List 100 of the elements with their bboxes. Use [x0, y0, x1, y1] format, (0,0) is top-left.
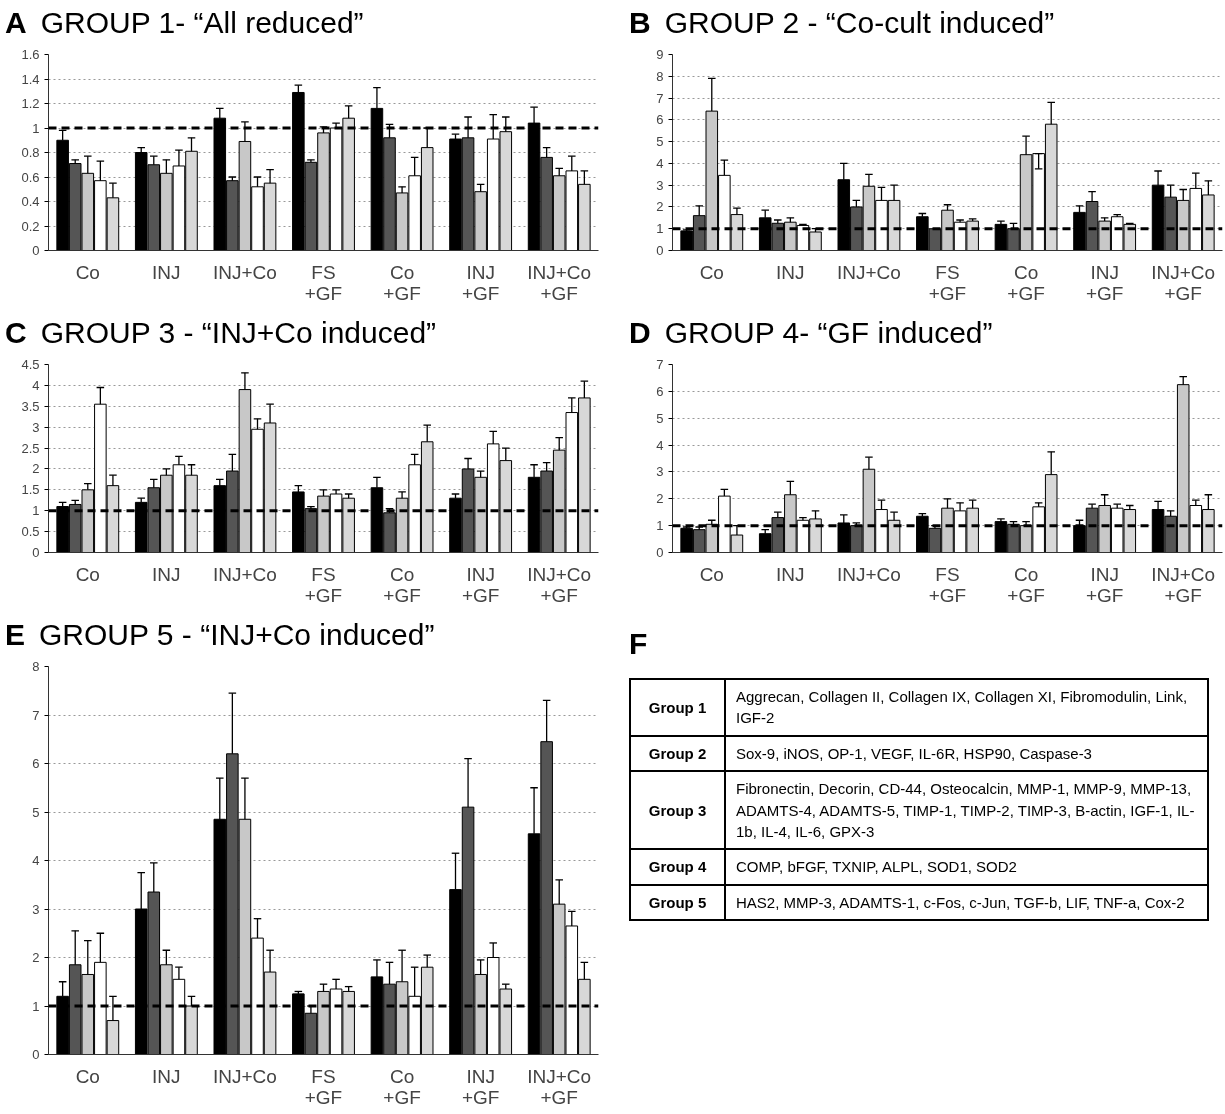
y-tick-label: 1.6 [21, 47, 40, 62]
text: HAS2, MMP-3, ADAMTS-1, c-Fos, c-Jun, TGF-b, LIF, TNF-a, Cox-2 [725, 884, 1208, 921]
y-tick-label: 7 [656, 90, 664, 106]
y-tick-label: 1 [32, 998, 40, 1014]
x-tick-label: FS +GF [304, 1065, 343, 1108]
y-tick-label: 3 [656, 464, 664, 480]
x-tick-label: INJ+Co [836, 261, 901, 283]
x-tick-label: Co +GF [383, 1065, 421, 1108]
y-tick-label: 3 [656, 177, 664, 193]
x-tick-label: INJ [152, 563, 181, 585]
category-label: Group 5 [630, 884, 725, 921]
x-tick-label: Co +GF [1007, 563, 1045, 606]
x-tick-label: Co +GF [383, 261, 421, 304]
y-tick-label: 2 [656, 199, 664, 215]
text: F [629, 626, 649, 662]
y-tick-label: 2 [656, 491, 664, 507]
y-tick-label: 4 [656, 437, 664, 453]
text: Aggrecan, Collagen II, Collagen IX, Collagen XI, Fibromodulin, Link, IGF-2 [725, 678, 1208, 736]
x-tick-label: INJ+Co [212, 563, 277, 585]
category-label: Group 1 [630, 678, 725, 736]
x-tick-label: INJ +GF [1085, 563, 1124, 606]
x-tick-label: INJ+Co +GF [1151, 563, 1216, 606]
y-tick-label: 3 [32, 419, 40, 435]
y-tick-label: 8 [656, 68, 664, 84]
x-tick-label: INJ+Co +GF [527, 261, 592, 304]
x-tick-label: Co +GF [1007, 261, 1045, 304]
y-tick-label: 0.2 [21, 218, 40, 234]
y-tick-label: 6 [656, 112, 664, 128]
x-tick-label: Co [699, 563, 724, 585]
x-tick-label: INJ+Co [212, 1065, 277, 1087]
y-tick-label: 2.5 [21, 440, 40, 456]
x-tick-label: INJ +GF [461, 261, 500, 304]
text: A [5, 6, 27, 39]
y-tick-label: 5 [656, 410, 664, 426]
category-label: Group 4 [630, 849, 725, 885]
x-tick-label: INJ [152, 1065, 181, 1087]
chart-title: GROUP 3 - “INJ+Co induced” [40, 316, 437, 349]
text: B [629, 6, 651, 39]
x-tick-label: INJ+Co [212, 261, 277, 283]
y-tick-label: 1 [656, 221, 664, 237]
x-tick-label: FS +GF [928, 261, 967, 304]
x-tick-label: INJ +GF [461, 563, 500, 606]
y-tick-label: 4 [656, 155, 664, 171]
x-tick-label: INJ +GF [1085, 261, 1124, 304]
y-tick-label: 0 [32, 1047, 40, 1062]
x-tick-label: FS +GF [304, 563, 343, 606]
chart-title: GROUP 2 - “Co-cult induced” [664, 6, 1055, 39]
y-tick-label: 3 [32, 901, 40, 917]
y-tick-label: 0.6 [21, 169, 40, 185]
text: C [5, 316, 27, 349]
chart-title: GROUP 4- “GF induced” [664, 316, 993, 349]
x-tick-label: FS +GF [928, 563, 967, 606]
x-tick-label: Co [699, 261, 724, 283]
y-tick-label: 1.2 [21, 96, 40, 111]
category-label: Group 3 [630, 771, 725, 850]
y-tick-label: 1.5 [21, 482, 40, 498]
y-tick-label: 1 [656, 518, 664, 534]
y-tick-label: 9 [656, 47, 664, 62]
y-tick-label: 1 [32, 503, 40, 519]
y-tick-label: 8 [32, 659, 40, 674]
text: Fibronectin, Decorin, CD-44, Osteocalcin, MMP-1, MMP-9, MMP-13, ADAMTS-4, ADAMTS-5, TIMP-1, TIMP-2, TIMP-3, B-actin, IGF-1, IL-1b, IL-4, IL-6, GPX-3 [725, 771, 1208, 850]
text: COMP, bFGF, TXNIP, ALPL, SOD1, SOD2 [725, 849, 1208, 885]
text: Sox-9, iNOS, OP-1, VEGF, IL-6R, HSP90, Caspase-3 [725, 735, 1208, 772]
x-tick-label: INJ +GF [461, 1065, 500, 1108]
y-tick-label: 5 [32, 804, 40, 820]
y-tick-label: 7 [656, 357, 664, 372]
x-tick-label: INJ+Co +GF [527, 563, 592, 606]
y-tick-label: 5 [656, 134, 664, 150]
x-tick-label: INJ [776, 563, 805, 585]
x-tick-label: Co [75, 563, 100, 585]
y-tick-label: 0.4 [21, 194, 40, 209]
text: D [629, 316, 651, 349]
y-tick-label: 3.5 [21, 398, 40, 414]
x-tick-label: INJ+Co +GF [527, 1065, 592, 1108]
y-tick-label: 0 [32, 545, 40, 560]
y-tick-label: 0 [32, 243, 40, 258]
y-tick-label: 6 [656, 383, 664, 399]
text: E [5, 618, 26, 651]
y-tick-label: 2 [32, 950, 40, 965]
y-tick-label: 1 [32, 120, 40, 136]
y-tick-label: 4 [32, 853, 40, 868]
chart-title: GROUP 5 - “INJ+Co induced” [39, 618, 435, 651]
category-label: Group 2 [630, 735, 725, 772]
y-tick-label: 0.8 [21, 145, 40, 160]
x-tick-label: INJ+Co +GF [1151, 261, 1216, 304]
x-tick-label: Co +GF [383, 563, 421, 606]
y-tick-label: 0 [656, 545, 664, 560]
x-tick-label: INJ [776, 261, 805, 283]
y-tick-label: 1.4 [21, 71, 40, 87]
x-tick-label: Co [75, 1065, 100, 1087]
x-tick-label: INJ+Co [836, 563, 901, 585]
y-tick-label: 6 [32, 756, 40, 771]
x-tick-label: FS +GF [304, 261, 343, 304]
x-tick-label: INJ [152, 261, 181, 283]
y-tick-label: 0 [656, 243, 664, 258]
y-tick-label: 7 [32, 707, 40, 723]
y-tick-label: 2 [32, 461, 40, 477]
y-tick-label: 0.5 [21, 524, 40, 540]
y-tick-label: 4 [32, 377, 40, 393]
x-tick-label: Co [75, 261, 100, 283]
